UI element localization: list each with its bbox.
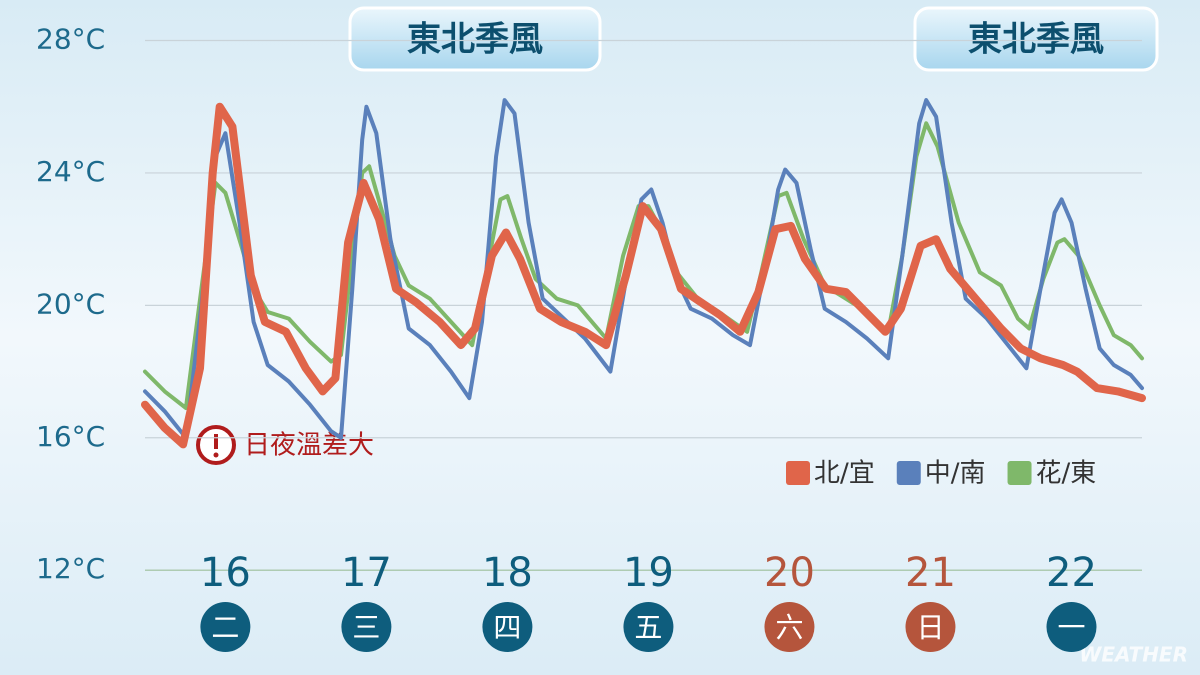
banner-box	[348, 6, 602, 72]
banner-box	[913, 6, 1159, 72]
legend-swatch	[1007, 461, 1032, 485]
y-tick-label: 16°C	[36, 420, 105, 453]
weekday-badge	[200, 602, 251, 652]
weekday-label: 日	[916, 611, 944, 644]
banner-text: 東北季風	[407, 20, 543, 60]
x-tick-label: 16	[200, 550, 251, 596]
y-tick-label: 12°C	[36, 552, 105, 585]
weekday-label: 三	[352, 611, 380, 644]
x-tick-label: 20	[764, 550, 815, 596]
legend-label: 北/宜	[814, 459, 875, 489]
weekday-label: 二	[211, 611, 239, 644]
watermark: WEATHER	[1079, 643, 1188, 667]
x-tick-label: 17	[341, 550, 392, 596]
weekday-label: 五	[634, 611, 662, 644]
note-text: 日夜溫差大	[244, 431, 374, 461]
weekday-badge	[1046, 602, 1097, 652]
x-tick-label: 18	[482, 550, 533, 596]
weekday-badge	[905, 602, 956, 652]
banner-text: 東北季風	[968, 20, 1104, 60]
x-tick-label: 22	[1046, 550, 1097, 596]
weekday-badge	[623, 602, 674, 652]
weekday-badge	[764, 602, 815, 652]
legend-swatch	[896, 461, 921, 485]
banner: 東北季風	[913, 6, 1159, 72]
note: 日夜溫差大	[196, 425, 374, 465]
series-line	[143, 98, 1144, 440]
x-tick-label: 21	[905, 550, 956, 596]
legend-swatch	[786, 461, 810, 485]
legend-label: 花/東	[1036, 459, 1097, 489]
weekday-label: 四	[493, 611, 521, 644]
weekday-badge	[341, 602, 392, 652]
warning-icon	[213, 452, 219, 458]
banner: 東北季風	[348, 6, 602, 72]
weekday-badge	[482, 602, 533, 652]
series-line	[141, 102, 1146, 449]
y-tick-label: 28°C	[36, 23, 105, 56]
weekday-label: 一	[1057, 611, 1085, 644]
y-tick-label: 24°C	[36, 155, 105, 188]
legend-label: 中/南	[925, 459, 986, 489]
x-tick-label: 19	[623, 550, 674, 596]
weekday-label: 六	[775, 611, 803, 644]
y-tick-label: 20°C	[36, 287, 105, 320]
